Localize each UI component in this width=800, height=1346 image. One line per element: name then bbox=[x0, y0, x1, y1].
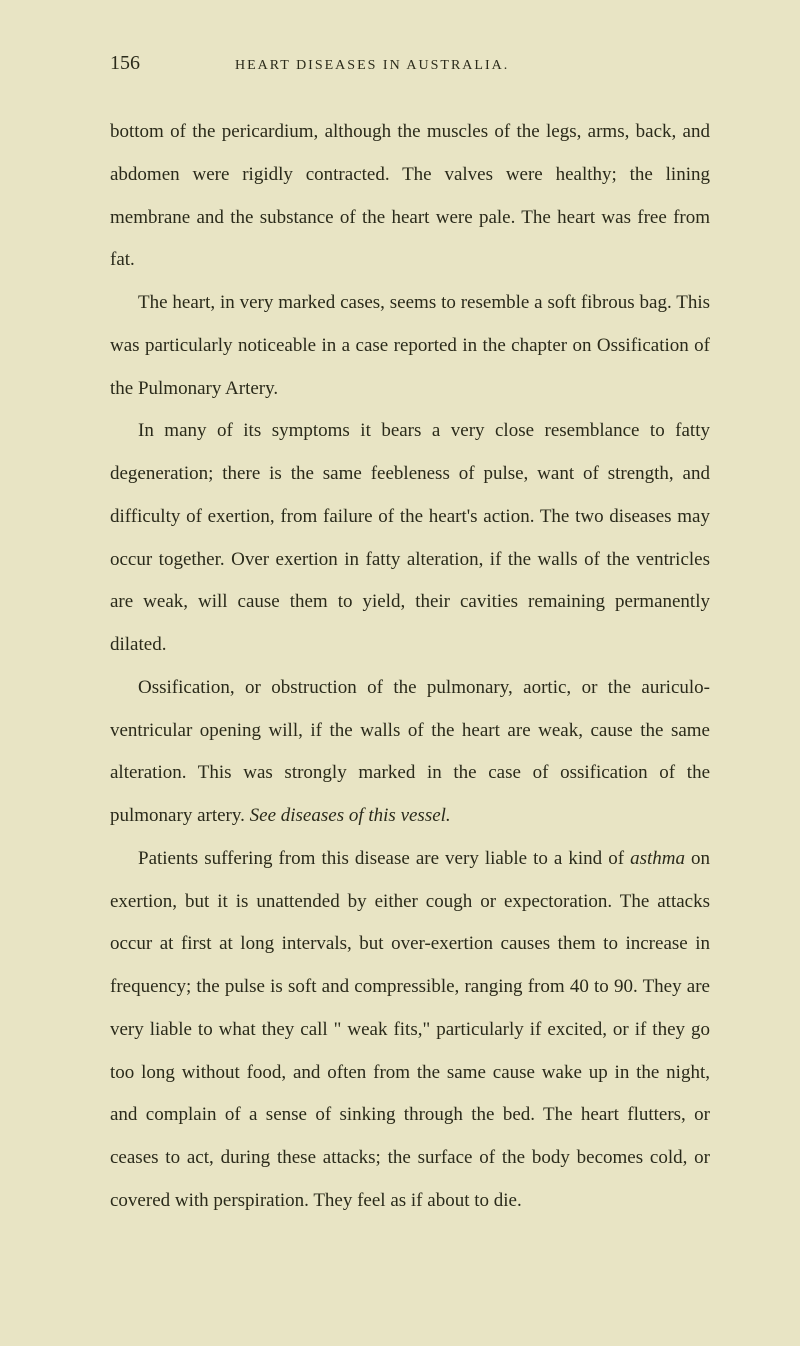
paragraph-5-lead: Patients suffering from this disease are… bbox=[138, 848, 630, 869]
running-title: HEART DISEASES IN AUSTRALIA. bbox=[235, 58, 509, 74]
paragraph-2: The heart, in very marked cases, seems t… bbox=[110, 282, 710, 410]
paragraph-5-tail: on exertion, but it is unattended by eit… bbox=[110, 848, 710, 1211]
italic-phrase-see-diseases: See diseases of this vessel. bbox=[250, 805, 451, 826]
body-text: bottom of the pericardium, although the … bbox=[110, 111, 710, 1223]
paragraph-4: Ossification, or obstruction of the pulm… bbox=[110, 667, 710, 838]
page-number: 156 bbox=[110, 52, 140, 75]
page-header: 156 HEART DISEASES IN AUSTRALIA. bbox=[110, 52, 710, 75]
paragraph-5: Patients suffering from this disease are… bbox=[110, 838, 710, 1223]
paragraph-4-text: Ossification, or obstruction of the pulm… bbox=[110, 677, 710, 826]
italic-word-asthma: asthma bbox=[630, 848, 685, 869]
paragraph-1: bottom of the pericardium, although the … bbox=[110, 111, 710, 282]
paragraph-3: In many of its symptoms it bears a very … bbox=[110, 410, 710, 667]
page-container: 156 HEART DISEASES IN AUSTRALIA. bottom … bbox=[0, 0, 800, 1283]
